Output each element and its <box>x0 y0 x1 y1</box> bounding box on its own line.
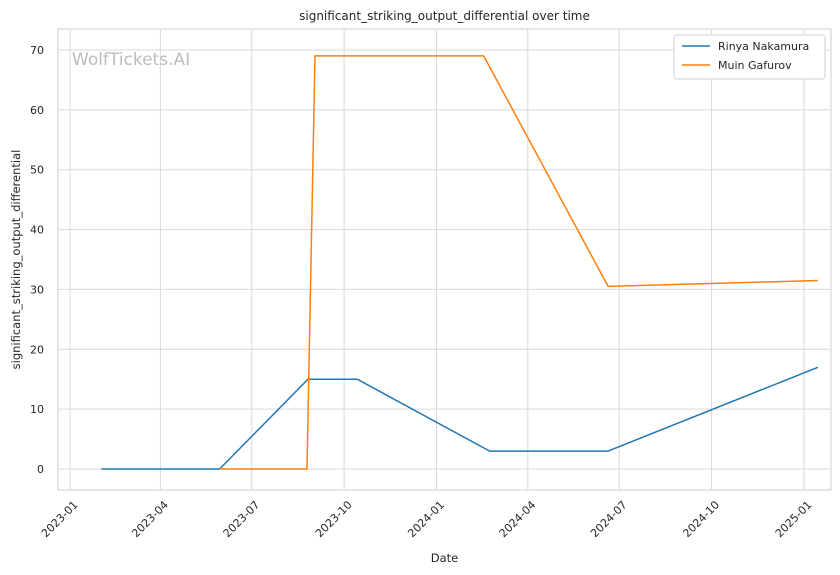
series-line-muin-gafurov <box>219 55 818 470</box>
legend-box <box>673 34 826 80</box>
watermark: WolfTickets.AI <box>72 50 190 70</box>
x-tick-label: 2025-01 <box>773 498 815 540</box>
series-layer <box>101 55 819 470</box>
x-axis-title: Date <box>431 551 459 565</box>
y-tick-label: 20 <box>30 343 44 356</box>
x-axis: 2023-01 2023-04 2023-07 2023-10 2024-01 2024-… <box>39 498 815 540</box>
x-tick-label: 2023-04 <box>129 498 171 540</box>
y-tick-label: 40 <box>30 224 44 237</box>
y-tick-label: 30 <box>30 283 44 296</box>
y-axis-title: significant_striking_output_differential <box>9 150 23 370</box>
x-tick-label: 2024-04 <box>497 498 539 540</box>
y-tick-label: 10 <box>30 403 44 416</box>
chart-title: significant_striking_output_differential… <box>299 9 590 23</box>
y-tick-label: 50 <box>30 164 44 177</box>
x-tick-label: 2024-10 <box>680 498 722 540</box>
plot-area <box>57 28 832 491</box>
x-tick-label: 2024-01 <box>405 498 447 540</box>
y-tick-label: 0 <box>37 463 44 476</box>
y-axis: 0 10 20 30 40 50 60 70 <box>30 44 44 476</box>
y-tick-label: 70 <box>30 44 44 57</box>
grid <box>58 29 831 490</box>
legend: Rinya Nakamura Muin Gafurov <box>673 34 826 80</box>
x-tick-label: 2023-10 <box>313 498 355 540</box>
legend-label-muin-gafurov: Muin Gafurov <box>718 59 792 72</box>
y-tick-label: 60 <box>30 104 44 117</box>
x-tick-label: 2023-07 <box>221 498 263 540</box>
legend-label-rinya-nakamura: Rinya Nakamura <box>718 40 809 53</box>
x-tick-label: 2024-07 <box>588 498 630 540</box>
x-tick-label: 2023-01 <box>39 498 81 540</box>
